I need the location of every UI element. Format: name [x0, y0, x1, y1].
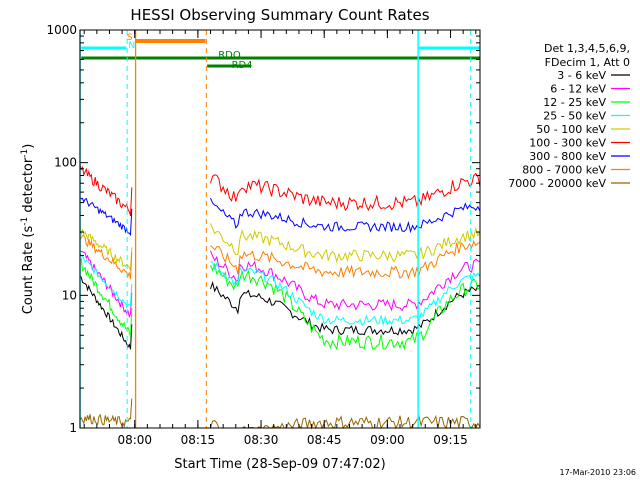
- flag-label: S: [127, 33, 133, 43]
- y-axis-label-sup1: -1: [20, 217, 30, 226]
- y-tick-label: 10: [62, 288, 77, 302]
- series-line: [79, 275, 481, 350]
- plot-frame: [79, 29, 481, 429]
- legend: Det 1,3,4,5,6,9, FDecim 1, Att 0 3 - 6 k…: [508, 42, 630, 190]
- legend-label: 6 - 12 keV: [550, 83, 606, 96]
- y-axis-label: Count Rate (s-1 detector-1): [20, 144, 36, 315]
- flag-label: RD4: [232, 60, 253, 71]
- legend-label: 100 - 300 keV: [529, 137, 606, 150]
- flag-label: RDO: [218, 50, 241, 61]
- chart-title: HESSI Observing Summary Count Rates: [130, 6, 429, 24]
- x-axis-label: Start Time (28-Sep-09 07:47:02): [174, 457, 385, 472]
- legend-label: 25 - 50 keV: [543, 110, 606, 123]
- series-line: [79, 235, 481, 280]
- legend-label: 7000 - 20000 keV: [508, 177, 606, 190]
- legend-header-2: FDecim 1, Att 0: [545, 56, 630, 69]
- legend-label: 3 - 6 keV: [557, 69, 606, 82]
- footer-date: 17-Mar-2010 23:06: [560, 468, 637, 477]
- series-line: [79, 253, 481, 327]
- y-tick-label: 100: [54, 156, 77, 170]
- y-tick-label: 1: [69, 421, 77, 435]
- series-line: [79, 398, 481, 430]
- flag-label: N: [128, 41, 135, 51]
- legend-label: 300 - 800 keV: [529, 150, 606, 163]
- legend-label: 12 - 25 keV: [543, 96, 606, 109]
- y-axis-label-end: ): [21, 144, 36, 149]
- legend-label: 800 - 7000 keV: [522, 164, 606, 177]
- x-tick-label: 09:00: [370, 433, 405, 447]
- x-tick-label: 08:00: [117, 433, 152, 447]
- series-line: [79, 196, 481, 237]
- y-axis-label-main: Count Rate (s: [21, 226, 36, 315]
- series-line: [79, 223, 481, 271]
- x-axis: 08:00 08:15 08:30 08:45 09:00 09:15: [83, 30, 477, 447]
- y-tick-label: 1000: [46, 23, 77, 37]
- series-group: [79, 164, 481, 430]
- y-axis-label-mid: detector: [21, 157, 36, 217]
- x-tick-label: 08:30: [244, 433, 279, 447]
- y-axis: 1 10 100 1000: [46, 23, 480, 435]
- y-axis-label-sup2: -1: [20, 149, 30, 158]
- x-tick-label: 08:15: [181, 433, 216, 447]
- series-line: [79, 164, 481, 216]
- x-tick-label: 08:45: [307, 433, 342, 447]
- series-line: [79, 258, 481, 351]
- x-tick-label: 09:15: [433, 433, 468, 447]
- legend-header-1: Det 1,3,4,5,6,9,: [544, 42, 630, 55]
- legend-label: 50 - 100 keV: [536, 123, 606, 136]
